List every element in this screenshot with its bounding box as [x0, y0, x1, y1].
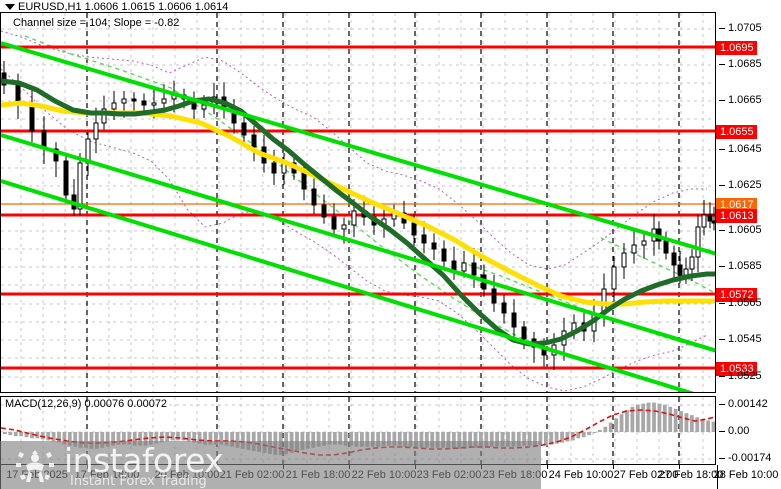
price-level-label[interactable]: 1.0655: [716, 125, 757, 139]
time-axis-tick: [613, 465, 614, 469]
macd-axis-tick: 0.00: [719, 425, 750, 437]
axis-tick-mark: [719, 100, 725, 101]
axis-tick-mark: [719, 303, 725, 304]
time-axis-label: 27 Feb 18:00: [658, 469, 724, 481]
price-axis-tick: 1.0705: [719, 22, 762, 34]
axis-tick-text: 1.0585: [728, 260, 762, 272]
price-axis-tick: 1.0545: [719, 333, 762, 345]
price-axis-tick: 1.0565: [719, 297, 762, 309]
price-axis[interactable]: 1.0705 1.0695 1.0685 1.0665 1.0655 1.0645 1.06…: [716, 12, 781, 465]
axis-tick-mark: [719, 185, 725, 186]
symbol-ohlc-text: EURUSD,H1 1.0606 1.0615 1.0606 1.0614: [18, 1, 229, 13]
time-axis-label: 28 Feb 10:00: [713, 469, 779, 481]
price-axis-tick: 1.0525: [719, 370, 762, 382]
watermark-tagline: Instant Forex Trading: [70, 474, 207, 489]
time-axis-label: 24 Feb 10:00: [548, 469, 614, 481]
axis-tick-mark: [719, 28, 725, 29]
symbol-info-line: EURUSD,H1 1.0606 1.0615 1.0606 1.0614: [5, 1, 228, 13]
instaforex-logo-icon: [16, 450, 54, 482]
channel-annotation: Channel size = 104; Slope = -0.82: [13, 17, 180, 29]
macd-label: MACD(12,26,9) 0.00076 0.00072: [5, 398, 168, 410]
instaforex-watermark: instaforex Instant Forex Trading: [0, 441, 541, 489]
price-level-label[interactable]: 1.0572: [716, 288, 757, 302]
macd-axis-tick: -0.00174: [719, 452, 772, 464]
axis-tick-mark: [719, 404, 725, 405]
axis-tick-text: 1.0565: [728, 297, 762, 309]
axis-tick-mark: [719, 64, 725, 65]
axis-tick-text: 1.0625: [728, 179, 762, 191]
axis-tick-mark: [719, 230, 725, 231]
time-axis-tick: [547, 465, 548, 469]
price-chart-canvas: [1, 13, 715, 392]
price-axis-tick: 1.0625: [719, 179, 762, 191]
axis-tick-text: 1.0705: [728, 22, 762, 34]
axis-tick-text: 1.0665: [728, 94, 762, 106]
axis-tick-text: 1.0605: [728, 224, 762, 236]
axis-tick-text: 0.00: [728, 425, 750, 437]
price-chart-panel[interactable]: [0, 12, 716, 393]
axis-tick-mark: [719, 339, 725, 340]
axis-tick-text: 1.0525: [728, 370, 762, 382]
axis-tick-mark: [719, 431, 725, 432]
price-axis-tick: 1.0605: [719, 224, 762, 236]
axis-tick-text: 1.0645: [728, 143, 762, 155]
price-axis-tick: 1.0685: [719, 58, 762, 70]
axis-tick-mark: [719, 458, 725, 459]
time-axis-label: 27 Feb 02:00: [613, 469, 679, 481]
price-axis-tick: 1.0585: [719, 260, 762, 272]
macd-axis-tick: 0.00142: [719, 398, 768, 410]
chevron-down-icon[interactable]: [5, 4, 15, 11]
price-level-label[interactable]: 1.0617: [716, 198, 757, 212]
axis-tick-mark: [719, 149, 725, 150]
axis-tick-text: 0.00142: [728, 398, 768, 410]
axis-tick-mark: [719, 266, 725, 267]
watermark-brand: instaforex: [64, 441, 224, 480]
price-level-label[interactable]: 1.0533: [716, 362, 757, 376]
price-axis-tick: 1.0665: [719, 94, 762, 106]
price-level-label[interactable]: 1.0613: [716, 209, 757, 223]
time-axis-tick: [679, 465, 680, 469]
price-axis-tick: 1.0645: [719, 143, 762, 155]
axis-tick-text: 1.0545: [728, 333, 762, 345]
axis-tick-text: -0.00174: [728, 452, 772, 464]
axis-tick-mark: [719, 376, 725, 377]
axis-tick-text: 1.0685: [728, 58, 762, 70]
price-level-label[interactable]: 1.0695: [716, 41, 757, 55]
